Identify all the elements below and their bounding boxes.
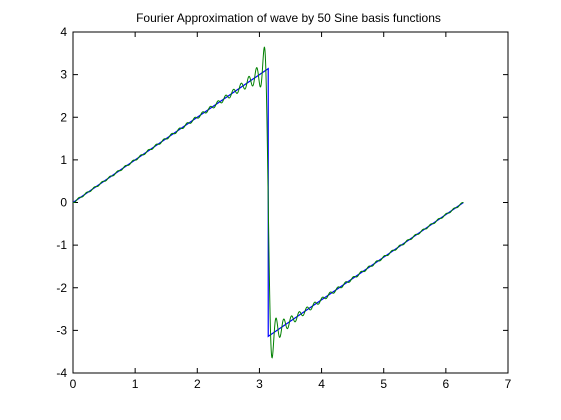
- y-tick-label: -2: [56, 281, 67, 295]
- y-tick-label: 2: [60, 110, 67, 124]
- x-tick-label: 5: [380, 377, 387, 391]
- x-tick-label: 1: [132, 377, 139, 391]
- y-tick-label: -4: [56, 366, 67, 380]
- y-tick-label: 3: [60, 68, 67, 82]
- y-tick-label: -3: [56, 323, 67, 337]
- y-tick-label: 0: [60, 196, 67, 210]
- y-tick-label: -1: [56, 238, 67, 252]
- chart-title: Fourier Approximation of wave by 50 Sine…: [136, 11, 441, 25]
- x-tick-label: 4: [318, 377, 325, 391]
- series-line-approximation: [73, 46, 464, 359]
- x-tick-label: 3: [256, 377, 263, 391]
- x-tick-label: 2: [194, 377, 201, 391]
- x-tick-label: 0: [70, 377, 77, 391]
- y-tick-label: 1: [60, 153, 67, 167]
- y-tick-label: 4: [60, 25, 67, 39]
- x-tick-label: 7: [505, 377, 512, 391]
- plot-area: 0 1 2 3 4 5 6 7 4 3 2 1 0 -1 -2 -3 -4: [56, 25, 511, 391]
- x-tick-label: 6: [443, 377, 450, 391]
